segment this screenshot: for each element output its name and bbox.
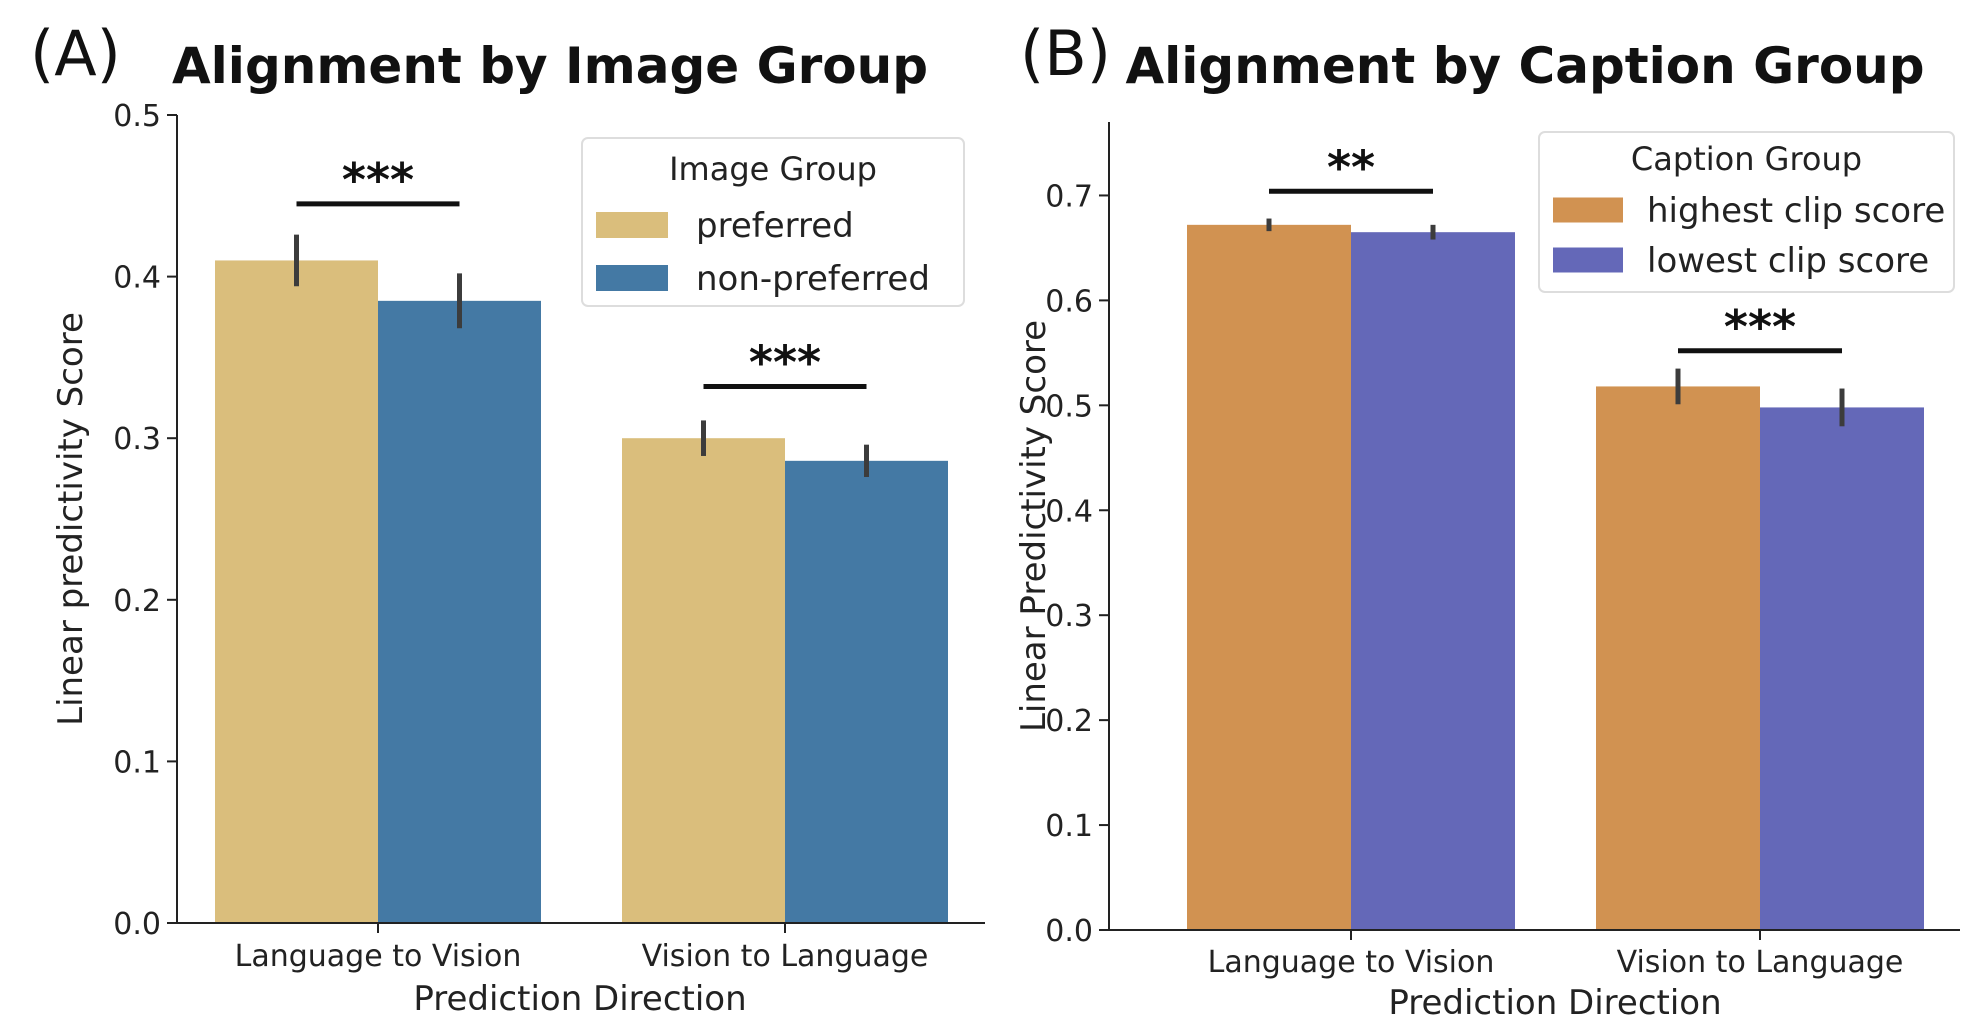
panel-b-y-tick-label-0: 0.0 (1045, 914, 1093, 949)
panel-a-legend-title: Image Group (669, 150, 877, 188)
panel-a-y-tick-label-3: 0.3 (113, 422, 161, 457)
panel-b-y-tick-label-6: 0.6 (1045, 284, 1093, 319)
panel-a-title: Alignment by Image Group (172, 37, 928, 95)
panel-b-legend-swatch-0 (1553, 197, 1623, 223)
panel-a-bar-non-preferred-0 (378, 300, 541, 924)
panel-b-label: (B) (1020, 17, 1111, 90)
panel-a-y-tick-label-2: 0.2 (113, 584, 161, 619)
panel-b-bar-highest-clip-score-1 (1596, 386, 1760, 930)
panel-b-significance-label-1: *** (1724, 300, 1796, 354)
panel-a-x-tick-label-0: Language to Vision (235, 939, 522, 974)
panel-b-legend-title: Caption Group (1631, 140, 1862, 178)
panel-b-y-tick-label-3: 0.3 (1045, 599, 1093, 634)
panel-b-legend-label-1: lowest clip score (1647, 241, 1929, 281)
panel-b-bar-highest-clip-score-0 (1187, 224, 1351, 930)
panel-a-legend-box (581, 137, 965, 307)
panel-a-y-tick-label-4: 0.4 (113, 261, 161, 296)
panel-b-y-tick-label-7: 0.7 (1045, 179, 1093, 214)
panel-a-y-tick-label-5: 0.5 (113, 99, 161, 134)
panel-a-x-tick-label-1: Vision to Language (642, 939, 929, 974)
panel-a-y-tick-label-0: 0.0 (113, 907, 161, 942)
panel-b-legend-label-0: highest clip score (1647, 191, 1945, 231)
panel-b-y-tick-label-4: 0.4 (1045, 494, 1093, 529)
panel-a-significance-label-0: *** (342, 153, 414, 207)
panel-a-chart: (A) Alignment by Image Group 0.0 0.1 0.2 0.3 0… (30, 17, 985, 1019)
panel-b-chart: (B) Alignment by Caption Group 0.0 0.1 0.2 0.… (1014, 17, 1960, 1023)
panel-b-x-tick-label-1: Vision to Language (1617, 945, 1904, 980)
panel-b-y-tick-label-2: 0.2 (1045, 704, 1093, 739)
panel-a-y-tick-label-1: 0.1 (113, 745, 161, 780)
panel-b-y-tick-label-1: 0.1 (1045, 809, 1093, 844)
panel-a-legend-swatch-1 (596, 265, 668, 291)
panel-a-bar-preferred-1 (622, 438, 785, 923)
panel-a-bar-non-preferred-1 (785, 460, 948, 923)
panel-b-y-axis-label: Linear Predictivity Score (1014, 320, 1054, 732)
panel-a-label: (A) (30, 17, 121, 90)
panel-a-y-axis-label: Linear predictivity Score (51, 312, 91, 726)
panel-a-x-axis-label: Prediction Direction (413, 979, 746, 1019)
panel-a-bar-preferred-0 (215, 260, 378, 923)
panel-b-x-axis-label: Prediction Direction (1388, 983, 1721, 1023)
panel-b-legend-swatch-1 (1553, 247, 1623, 273)
panel-b-legend-box (1538, 131, 1955, 293)
panel-b-y-tick-label-5: 0.5 (1045, 389, 1093, 424)
panel-a-legend-label-0: preferred (696, 206, 854, 246)
panel-b-x-tick-label-0: Language to Vision (1208, 945, 1495, 980)
panel-a-legend-swatch-0 (596, 212, 668, 238)
panel-b-bar-lowest-clip-score-1 (1760, 407, 1924, 931)
panel-b-bar-lowest-clip-score-0 (1351, 232, 1515, 930)
panel-a-significance-label-1: *** (749, 335, 821, 389)
panel-a-legend-label-1: non-preferred (696, 259, 930, 299)
panel-b-significance-label-0: ** (1327, 140, 1375, 194)
panel-b-title: Alignment by Caption Group (1125, 37, 1924, 95)
